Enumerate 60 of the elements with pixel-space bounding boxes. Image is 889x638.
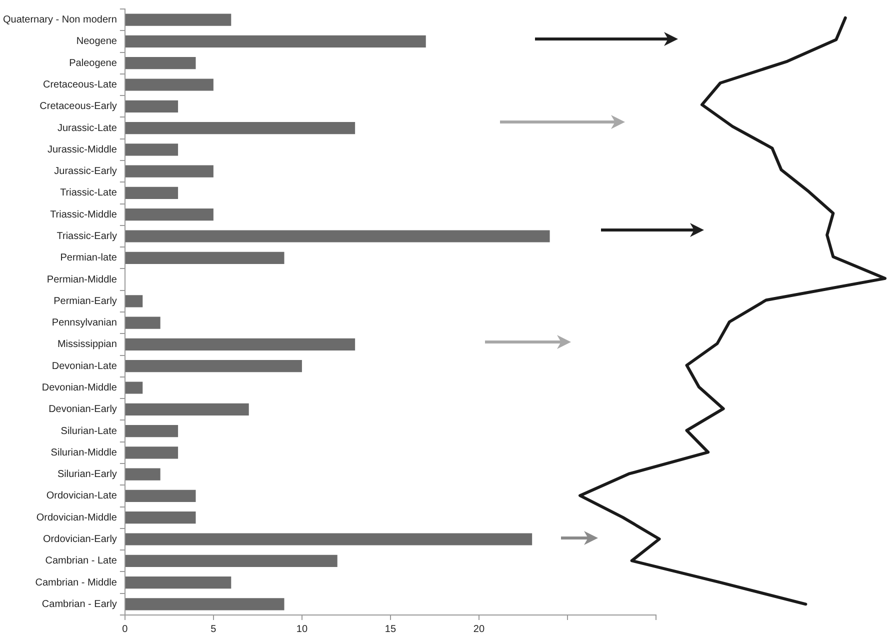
bar xyxy=(125,490,196,502)
bar xyxy=(125,576,232,589)
bar xyxy=(125,14,232,26)
bar xyxy=(125,295,143,308)
bar xyxy=(125,533,532,546)
y-tick-label: Jurassic-Early xyxy=(54,166,117,178)
y-tick-label: Pennsylvanian xyxy=(52,318,117,329)
y-tick-label: Ordovician-Late xyxy=(46,490,118,502)
y-tick-label: Devonian-Middle xyxy=(42,382,118,394)
y-tick-label: Neogene xyxy=(76,36,118,48)
y-tick-label: Cambrian - Late xyxy=(45,556,118,567)
bar xyxy=(125,424,178,438)
bar xyxy=(125,186,178,200)
bar xyxy=(125,446,178,459)
bar xyxy=(125,100,178,112)
x-tick-label: 15 xyxy=(384,624,396,635)
y-tick-label: Quaternary - Non modern xyxy=(2,14,117,26)
bar xyxy=(125,598,284,610)
y-tick-label: Cretaceous-Early xyxy=(40,101,117,112)
bar xyxy=(125,468,160,480)
bar xyxy=(125,252,284,264)
y-tick-label: Permian-Early xyxy=(54,296,117,307)
bar xyxy=(125,316,160,329)
y-tick-label: Triassic-Early xyxy=(56,231,117,242)
y-tick-label: Triassic-Middle xyxy=(50,209,118,220)
y-tick-label: Ordovician-Early xyxy=(43,534,117,545)
bar xyxy=(125,382,143,394)
bar xyxy=(125,208,214,221)
y-tick-label: Cambrian - Early xyxy=(42,598,117,610)
bar xyxy=(125,144,178,156)
y-tick-label: Devonian-Late xyxy=(52,360,118,372)
bar xyxy=(125,165,214,178)
y-tick-label: Triassic-Late xyxy=(60,188,118,199)
bar xyxy=(125,338,356,351)
bar xyxy=(125,230,550,242)
bar xyxy=(125,360,302,372)
y-tick-label: Silurian-Late xyxy=(60,426,118,437)
x-tick-label: 0 xyxy=(122,624,128,635)
bar xyxy=(125,78,214,91)
y-tick-label: Silurian-Early xyxy=(57,469,117,480)
x-tick-label: 20 xyxy=(473,624,485,635)
y-tick-label: Mississippian xyxy=(57,339,117,350)
y-tick-label: Permian-late xyxy=(60,252,118,264)
bar xyxy=(125,512,196,524)
y-tick-label: Jurassic-Late xyxy=(57,122,118,134)
bar xyxy=(125,403,249,416)
y-tick-label: Paleogene xyxy=(69,58,118,69)
y-tick-label: Permian-Middle xyxy=(46,274,118,286)
y-tick-label: Devonian-Early xyxy=(48,404,117,416)
y-tick-label: Cretaceous-Late xyxy=(43,80,118,90)
y-tick-label: Silurian-Middle xyxy=(50,447,118,458)
bar xyxy=(125,554,338,567)
x-tick-label: 10 xyxy=(296,624,308,635)
y-tick-label: Jurassic-Middle xyxy=(47,144,118,156)
y-tick-label: Ordovician-Middle xyxy=(36,512,118,524)
x-tick-label: 5 xyxy=(210,624,217,635)
bar xyxy=(125,35,426,48)
bar xyxy=(125,57,196,70)
bar xyxy=(125,122,356,134)
y-tick-label: Cambrian - Middle xyxy=(35,577,118,588)
